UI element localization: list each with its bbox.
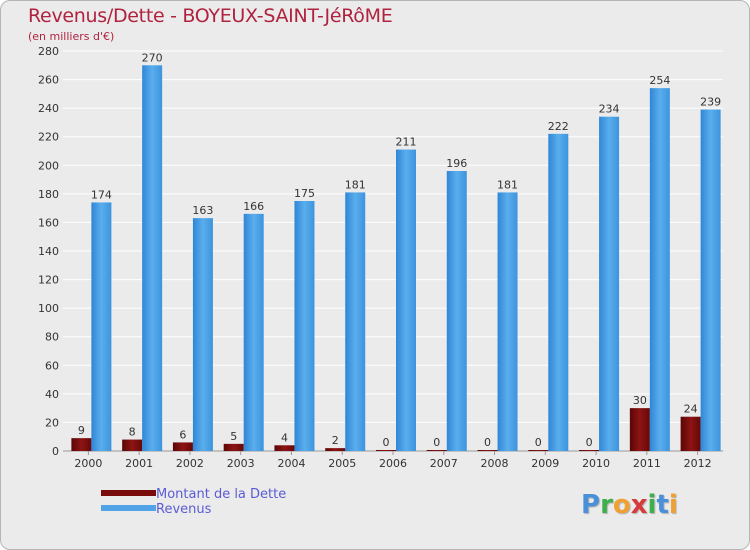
data-label-dette: 0	[433, 436, 440, 449]
data-label-revenus: 163	[192, 204, 213, 217]
bar-dette	[274, 445, 295, 451]
bar-revenus	[548, 133, 569, 451]
data-label-dette: 4	[281, 431, 288, 444]
x-tick-label: 2006	[379, 457, 407, 470]
data-label-revenus: 181	[497, 178, 518, 191]
y-tick-label: 60	[45, 359, 59, 372]
data-label-revenus: 270	[142, 51, 163, 64]
y-tick-label: 180	[38, 188, 59, 201]
y-tick-label: 220	[38, 131, 59, 144]
bar-dette	[376, 450, 396, 451]
bar-revenus	[700, 109, 721, 452]
y-tick-label: 280	[38, 45, 59, 58]
proxiti-logo: Proxiti	[581, 490, 678, 520]
logo-letter: i	[647, 490, 657, 520]
data-label-revenus: 196	[446, 157, 467, 170]
x-tick-label: 2000	[74, 457, 102, 470]
x-tick-label: 2012	[684, 457, 712, 470]
data-label-dette: 9	[78, 424, 85, 437]
bar-dette	[680, 416, 701, 451]
logo-letter: o	[612, 490, 631, 520]
chart-title: Revenus/Dette - BOYEUX-SAINT-JéRôME	[28, 5, 393, 27]
y-tick-label: 120	[38, 274, 59, 287]
bar-dette	[71, 438, 92, 451]
x-tick-label: 2010	[582, 457, 610, 470]
x-tick-label: 2002	[176, 457, 204, 470]
y-tick-label: 40	[45, 388, 59, 401]
data-label-revenus: 234	[599, 103, 620, 116]
legend-label-revenus: Revenus	[156, 502, 212, 517]
legend-label-dette: Montant de la Dette	[156, 487, 287, 502]
bar-dette	[629, 408, 650, 451]
bar-dette	[477, 450, 498, 451]
bar-revenus	[649, 88, 670, 452]
data-label-dette: 2	[332, 434, 339, 447]
y-tick-label: 260	[38, 74, 59, 87]
bar-revenus	[396, 149, 416, 452]
logo-letter: r	[600, 490, 613, 520]
y-tick-label: 240	[38, 102, 59, 115]
y-tick-label: 200	[38, 159, 59, 172]
logo-letter: x	[630, 490, 648, 520]
x-tick-label: 2003	[227, 457, 255, 470]
x-tick-label: 2008	[481, 457, 509, 470]
x-tick-label: 2011	[633, 457, 661, 470]
bar-dette	[426, 450, 447, 451]
bar-revenus	[446, 171, 467, 451]
data-label-revenus: 175	[294, 187, 315, 200]
bar-dette	[172, 442, 193, 451]
y-tick-label: 100	[38, 302, 59, 315]
data-label-revenus: 254	[649, 74, 670, 87]
data-label-revenus: 239	[700, 96, 721, 109]
data-label-revenus: 181	[345, 178, 366, 191]
data-label-dette: 6	[179, 428, 186, 441]
logo-letter: P	[581, 490, 601, 520]
data-label-dette: 5	[230, 430, 237, 443]
data-label-dette: 0	[535, 436, 542, 449]
x-tick-label: 2007	[430, 457, 458, 470]
bar-dette	[325, 448, 346, 451]
bar-dette	[122, 439, 143, 451]
bar-dette	[528, 450, 549, 451]
y-tick-label: 160	[38, 216, 59, 229]
y-tick-label: 140	[38, 245, 59, 258]
data-label-dette: 30	[633, 394, 647, 407]
data-label-dette: 0	[383, 436, 390, 449]
data-label-dette: 0	[484, 436, 491, 449]
logo-letter: t	[656, 490, 669, 520]
bar-revenus	[243, 213, 264, 451]
data-label-revenus: 211	[396, 136, 417, 149]
legend-swatch-revenus	[101, 505, 156, 511]
bar-dette	[579, 450, 600, 451]
bar-revenus	[599, 116, 620, 451]
x-tick-label: 2005	[328, 457, 356, 470]
data-label-revenus: 166	[243, 200, 264, 213]
bar-revenus	[142, 65, 163, 452]
data-label-dette: 24	[684, 403, 698, 416]
data-label-dette: 0	[586, 436, 593, 449]
data-label-revenus: 174	[91, 188, 112, 201]
bar-revenus	[91, 202, 112, 451]
x-tick-label: 2009	[531, 457, 559, 470]
x-tick-label: 2004	[277, 457, 305, 470]
y-tick-label: 0	[52, 445, 59, 458]
bar-dette	[223, 443, 244, 451]
bar-revenus	[192, 218, 213, 451]
logo-letter: i	[668, 490, 678, 520]
y-tick-label: 20	[45, 416, 59, 429]
x-tick-label: 2001	[125, 457, 153, 470]
bar-revenus	[497, 192, 518, 451]
bar-revenus	[345, 192, 366, 451]
data-label-revenus: 222	[548, 120, 569, 133]
legend-swatch-dette	[101, 490, 156, 496]
y-tick-label: 80	[45, 331, 59, 344]
bar-revenus	[294, 201, 315, 451]
data-label-dette: 8	[129, 426, 136, 439]
chart-subtitle: (en milliers d'€)	[28, 30, 115, 43]
